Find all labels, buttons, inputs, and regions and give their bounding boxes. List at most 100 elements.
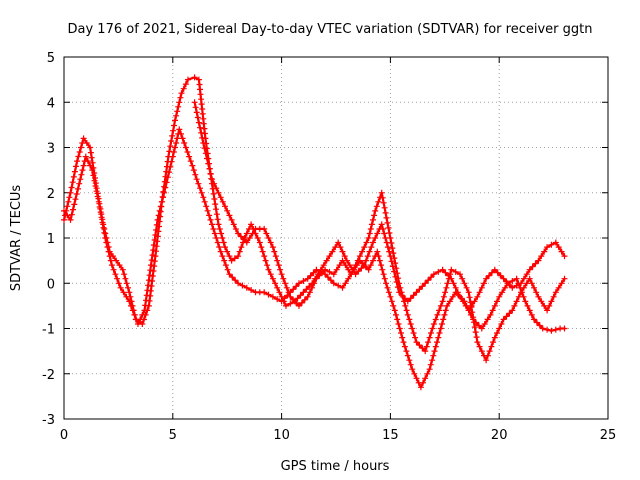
marker — [174, 108, 181, 115]
marker — [327, 277, 334, 284]
y-tick-label: 4 — [47, 96, 55, 111]
marker — [184, 149, 191, 155]
data-point — [296, 280, 302, 287]
data-point — [561, 275, 568, 282]
marker — [214, 216, 221, 223]
data-point — [217, 194, 224, 201]
marker — [536, 322, 543, 329]
data-point — [87, 144, 94, 151]
y-tick-label: 0 — [47, 277, 55, 292]
marker — [72, 196, 79, 203]
marker — [201, 198, 208, 205]
marker — [307, 272, 314, 279]
marker — [297, 292, 304, 299]
marker — [229, 274, 236, 281]
marker — [354, 257, 361, 264]
marker — [77, 176, 84, 183]
x-tick-label: 10 — [273, 428, 290, 443]
marker — [95, 195, 102, 202]
marker — [323, 257, 330, 264]
data-point — [491, 266, 498, 273]
marker — [402, 302, 409, 309]
marker — [219, 235, 226, 241]
data-point — [374, 248, 381, 255]
marker — [259, 248, 266, 255]
data-point — [100, 221, 107, 228]
data-point — [126, 289, 133, 296]
marker — [283, 284, 290, 291]
marker — [523, 271, 530, 278]
marker — [168, 138, 175, 144]
marker — [285, 289, 292, 296]
marker — [146, 272, 153, 279]
marker — [264, 262, 271, 269]
data-point — [439, 298, 446, 305]
marker — [98, 211, 105, 218]
marker — [173, 112, 180, 119]
marker — [115, 280, 122, 287]
marker — [162, 173, 169, 180]
marker — [425, 339, 432, 346]
marker — [215, 189, 222, 196]
marker — [544, 326, 551, 333]
y-tick-label: -2 — [42, 368, 55, 383]
marker — [388, 240, 395, 246]
marker — [375, 253, 382, 260]
data-point — [409, 366, 416, 373]
data-point — [80, 135, 87, 142]
data-point — [235, 230, 242, 237]
marker — [368, 244, 375, 251]
data-point — [61, 216, 67, 223]
data-point — [209, 221, 215, 228]
marker — [381, 204, 388, 211]
data-point — [335, 239, 342, 246]
marker — [358, 265, 365, 272]
data-point — [193, 176, 200, 183]
marker — [110, 253, 116, 260]
marker — [471, 319, 477, 326]
data-point — [413, 339, 420, 346]
marker — [491, 302, 498, 309]
data-point — [113, 257, 120, 264]
marker — [310, 269, 317, 276]
marker — [107, 257, 114, 264]
marker — [436, 330, 443, 336]
data-point — [483, 275, 490, 282]
marker — [467, 299, 474, 306]
marker — [180, 85, 187, 92]
y-tick-label: 1 — [47, 232, 55, 247]
marker — [75, 185, 81, 192]
marker — [96, 200, 103, 207]
marker — [221, 257, 228, 264]
marker — [558, 280, 565, 287]
data-point — [313, 275, 320, 282]
marker — [272, 280, 279, 287]
data-point — [387, 235, 394, 241]
marker — [403, 307, 410, 314]
marker — [326, 268, 333, 275]
marker — [287, 300, 294, 307]
data-point — [176, 126, 183, 133]
marker — [230, 221, 237, 228]
marker — [380, 199, 387, 206]
data-point — [465, 307, 472, 314]
marker — [261, 253, 268, 260]
marker — [345, 275, 352, 282]
y-tick-labels: -3 -2 -1 0 1 2 3 4 5 — [42, 51, 55, 428]
marker — [378, 262, 385, 269]
data-point — [444, 302, 450, 309]
marker — [211, 180, 218, 187]
marker — [393, 265, 400, 272]
marker — [503, 278, 510, 285]
marker — [258, 244, 265, 251]
axis-ticks — [63, 56, 609, 420]
marker — [339, 248, 346, 255]
marker — [166, 148, 173, 155]
marker — [503, 313, 510, 320]
data-point — [326, 253, 333, 260]
marker — [73, 191, 80, 197]
marker — [497, 272, 504, 279]
marker — [105, 244, 112, 250]
marker — [125, 284, 131, 291]
marker — [210, 226, 217, 232]
